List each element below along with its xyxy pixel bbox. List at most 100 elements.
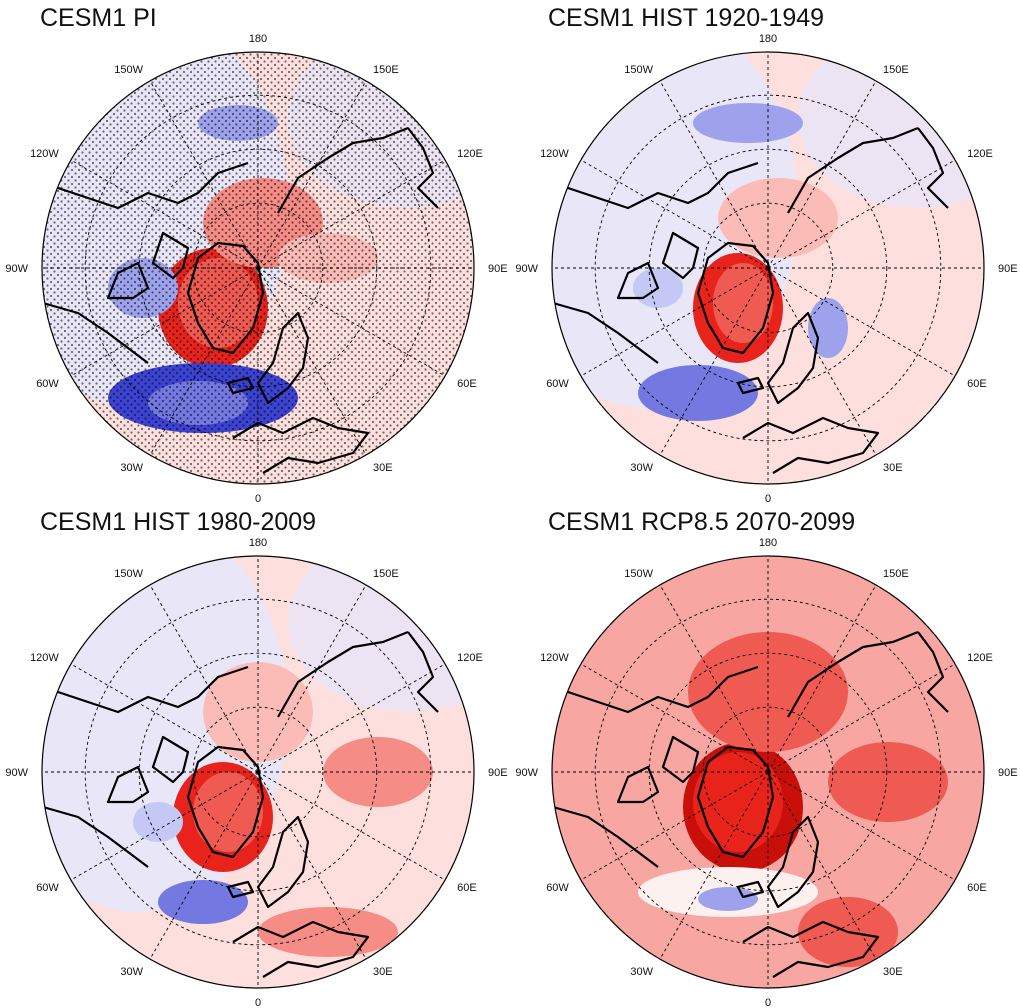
coastline xyxy=(256,815,310,909)
negative-anomaly xyxy=(698,887,758,911)
meridian-line xyxy=(659,584,769,773)
coastline xyxy=(256,311,310,405)
meridian-line xyxy=(580,663,769,773)
negative-anomaly xyxy=(693,103,803,143)
map-border xyxy=(41,51,475,485)
map-panel-pi: CESM1 PI 180 150E 120E 90E 60E 30E 0 30W 60W 90W 1… xyxy=(0,0,510,505)
polar-map: 180 150E 120E 90E 60E 30E 0 30W 60W 90W 120W 150W xyxy=(515,537,1017,1008)
longitude-label: 30E xyxy=(373,966,393,978)
map-border xyxy=(551,51,985,485)
coastline xyxy=(186,745,265,859)
latitude-circle xyxy=(702,706,834,838)
meridian-line xyxy=(767,663,956,773)
meridian-line xyxy=(767,584,877,773)
meridian-line xyxy=(149,584,259,773)
longitude-label: 120E xyxy=(967,148,993,160)
coastline xyxy=(151,231,190,280)
longitude-label: 0 xyxy=(255,997,261,1008)
meridian-line xyxy=(767,267,877,456)
map-border xyxy=(41,555,475,989)
anomaly-field xyxy=(288,556,474,712)
latitude-circle xyxy=(84,94,432,442)
longitude-label: 0 xyxy=(255,493,261,505)
longitude-label: 150E xyxy=(373,64,399,76)
coastline xyxy=(552,301,659,364)
coastline xyxy=(616,261,660,300)
coastline xyxy=(661,735,700,784)
longitude-label: 90W xyxy=(5,263,28,275)
coastline xyxy=(766,311,820,405)
longitude-label: 60E xyxy=(457,882,477,894)
longitude-label: 60E xyxy=(967,378,987,390)
meridian-line xyxy=(70,771,259,881)
panel-title: CESM1 RCP8.5 2070-2099 xyxy=(548,508,856,536)
coastline xyxy=(232,416,370,474)
coastline xyxy=(42,665,249,714)
positive-anomaly xyxy=(193,772,263,852)
coastline xyxy=(787,630,919,718)
meridian-line xyxy=(70,663,259,773)
coastline xyxy=(696,745,775,859)
coastline xyxy=(917,127,949,209)
positive-anomaly xyxy=(828,742,948,822)
panel-title: CESM1 PI xyxy=(40,4,157,32)
coastline xyxy=(106,261,150,300)
latitude-circle xyxy=(192,202,324,334)
map-panel-hist-1980-2009: CESM1 HIST 1980-2009 180 150E 120E 90E 60E 30… xyxy=(0,504,510,1008)
latitude-circle xyxy=(192,706,324,838)
meridian-line xyxy=(149,771,259,960)
longitude-label: 30E xyxy=(373,462,393,474)
longitude-label: 120E xyxy=(457,652,483,664)
meridian-line xyxy=(659,771,769,960)
longitude-label: 0 xyxy=(765,997,771,1008)
longitude-label: 60W xyxy=(36,882,59,894)
meridian-line xyxy=(659,267,769,456)
longitude-label: 150W xyxy=(624,64,653,76)
coastline xyxy=(42,161,249,210)
longitude-label: 30W xyxy=(630,966,653,978)
meridian-line xyxy=(257,80,367,269)
positive-anomaly xyxy=(718,178,838,258)
longitude-label: 90W xyxy=(515,263,538,275)
coastline xyxy=(186,241,265,355)
meridian-line xyxy=(149,80,259,269)
meridian-line xyxy=(257,267,446,377)
meridian-line xyxy=(767,771,877,960)
longitude-label: 90W xyxy=(515,767,538,779)
meridian-line xyxy=(257,771,367,960)
positive-anomaly xyxy=(693,752,783,852)
meridian-line xyxy=(659,80,769,269)
coastline xyxy=(226,376,255,395)
coastline xyxy=(917,631,949,713)
meridian-line xyxy=(580,771,769,881)
longitude-label: 30W xyxy=(630,462,653,474)
polar-map: 180 150E 120E 90E 60E 30E 0 30W 60W 90W 120W 150W xyxy=(5,33,507,505)
coastline xyxy=(787,126,919,214)
panel-title: CESM1 HIST 1920-1949 xyxy=(548,4,825,32)
coastline xyxy=(42,301,149,364)
longitude-label: 60E xyxy=(967,882,987,894)
longitude-label: 60W xyxy=(36,378,59,390)
longitude-label: 150E xyxy=(883,568,909,580)
longitude-label: 30W xyxy=(120,462,143,474)
longitude-label: 150W xyxy=(114,64,143,76)
longitude-label: 90E xyxy=(998,263,1018,275)
longitude-label: 30E xyxy=(883,462,903,474)
longitude-label: 150W xyxy=(114,568,143,580)
meridian-line xyxy=(580,159,769,269)
longitude-label: 120E xyxy=(967,652,993,664)
coastline xyxy=(226,880,255,899)
negative-anomaly xyxy=(158,880,248,924)
longitude-label: 150E xyxy=(883,64,909,76)
polar-map: 180 150E 120E 90E 60E 30E 0 30W 60W 90W 120W 150W xyxy=(5,537,507,1008)
coastline xyxy=(742,920,880,978)
longitude-label: 180 xyxy=(249,33,267,45)
longitude-label: 120W xyxy=(540,148,569,160)
coastline xyxy=(277,126,409,214)
panel-title: CESM1 HIST 1980-2009 xyxy=(40,508,317,536)
meridian-line xyxy=(257,771,446,881)
coastline xyxy=(151,735,190,784)
coastline xyxy=(277,630,409,718)
coastline xyxy=(552,805,659,868)
meridian-line xyxy=(257,267,367,456)
